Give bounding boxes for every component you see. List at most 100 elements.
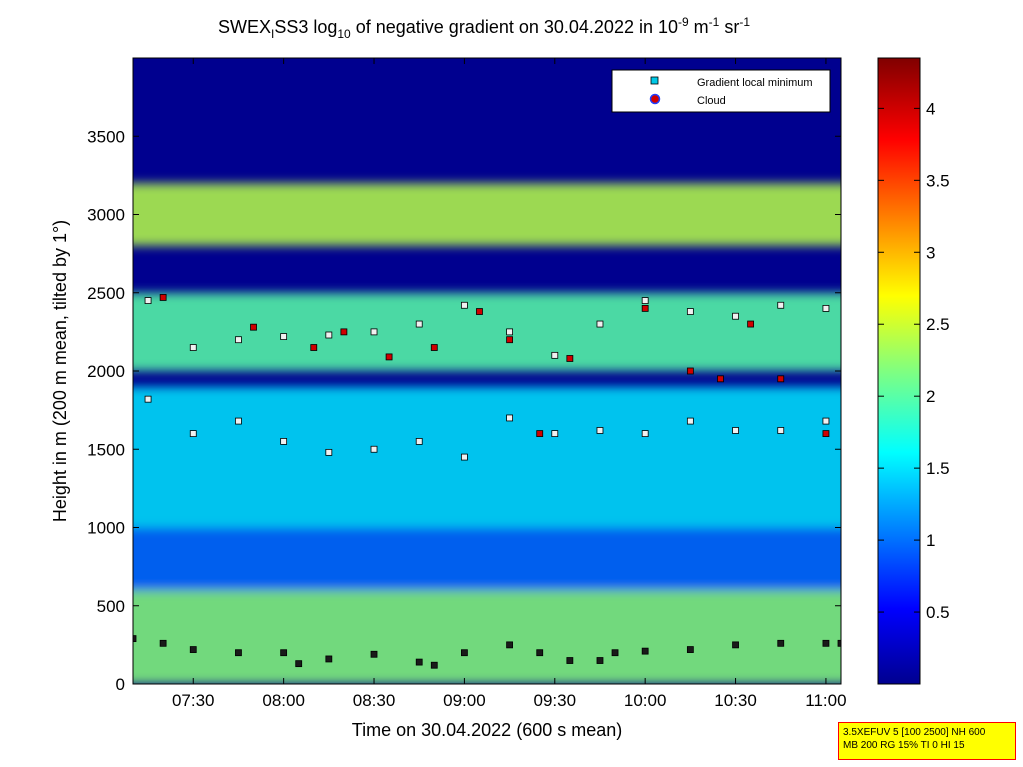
y-tick-label: 2500 — [87, 284, 125, 303]
colorbar-tick-label: 1.5 — [926, 459, 950, 478]
gradient-minimum-marker — [144, 297, 152, 304]
cloud-marker — [686, 367, 694, 375]
heatmap-layer — [133, 183, 841, 246]
heatmap-layer — [133, 527, 841, 591]
title-main-sub: 10 — [337, 27, 351, 41]
title-main: SS3 log — [274, 17, 337, 37]
cloud-marker — [340, 328, 348, 336]
cloud-marker — [430, 344, 438, 351]
y-tick-label: 0 — [116, 675, 125, 694]
gradient-minimum-marker — [159, 639, 167, 647]
x-tick-label: 09:00 — [443, 691, 486, 710]
gradient-minimum-marker — [415, 658, 423, 666]
colorbar-gradient — [877, 57, 921, 685]
title-exp2: -1 — [709, 15, 720, 29]
gradient-minimum-marker — [325, 331, 333, 339]
cloud-marker — [822, 430, 830, 438]
gradient-minimum-marker — [461, 649, 468, 657]
x-tick-label: 09:30 — [534, 691, 577, 710]
gradient-minimum-marker — [133, 635, 137, 643]
heatmap-layer — [133, 292, 841, 371]
gradient-minimum-marker — [822, 639, 830, 647]
gradient-minimum-marker — [611, 649, 619, 657]
gradient-minimum-marker — [822, 417, 830, 425]
gradient-minimum-marker — [596, 427, 604, 434]
title-prefix-sub: I — [271, 27, 274, 41]
gradient-minimum-marker — [506, 414, 513, 422]
gradient-minimum-marker — [144, 395, 152, 403]
title-exp3: -1 — [739, 15, 750, 29]
settings-box: 3.5XEFUV 5 [100 2500] NH 600 MB 200 RG 1… — [838, 722, 1016, 760]
gradient-minimum-marker — [732, 312, 739, 320]
colorbar-tick-label: 2.5 — [926, 315, 950, 334]
title-exp1: -9 — [678, 15, 689, 29]
gradient-minimum-marker — [536, 649, 544, 657]
colorbar-tick-label: 1 — [926, 531, 935, 550]
gradient-minimum-marker — [235, 336, 242, 344]
cloud-marker — [717, 375, 724, 383]
svg-text:SWEXISS3 log10 of negative gra: SWEXISS3 log10 of negative gradient on 3… — [218, 15, 750, 41]
y-tick-label: 3500 — [87, 127, 125, 146]
x-axis-label: Time on 30.04.2022 (600 s mean) — [352, 720, 623, 740]
settings-line-2: MB 200 RG 15% TI 0 HI 15 — [843, 740, 965, 751]
gradient-minimum-marker — [415, 320, 423, 328]
legend-square-marker — [650, 76, 659, 85]
gradient-minimum-marker — [370, 650, 378, 658]
x-tick-label: 10:00 — [624, 691, 667, 710]
colorbar-tick-label: 3 — [926, 243, 935, 262]
y-axis: 0 500 1000 1500 2000 2500 3000 3500 — [87, 127, 841, 694]
gradient-minimum-marker — [596, 320, 604, 328]
heatmap-layer — [133, 386, 841, 528]
cloud-marker — [506, 336, 513, 344]
colorbar-tick-label: 2 — [926, 387, 935, 406]
chart-title: SWEXISS3 log10 of negative gradient on 3… — [218, 15, 750, 41]
gradient-minimum-marker — [461, 453, 468, 461]
gradient-minimum-marker — [732, 427, 739, 434]
gradient-minimum-marker — [189, 646, 197, 653]
gradient-minimum-marker — [777, 639, 785, 647]
title-unit1: m — [689, 17, 709, 37]
y-axis-label: Height in m (200 m mean, tilted by 1°) — [50, 220, 70, 522]
legend-entry-gradient: Gradient local minimum — [697, 77, 813, 89]
gradient-minimum-marker — [551, 351, 559, 359]
cloud-marker — [476, 308, 483, 315]
y-tick-label: 1000 — [87, 519, 125, 538]
colorbar-tick-label: 0.5 — [926, 603, 950, 622]
colorbar-tick-label: 3.5 — [926, 171, 950, 190]
cloud-marker — [566, 355, 574, 362]
legend: Gradient local minimum Cloud — [611, 69, 831, 113]
colorbar-ticks: 0.5 1 1.5 2 2.5 3 3.5 4 — [878, 99, 950, 622]
cloud-marker — [777, 375, 785, 383]
title-unit2: sr — [719, 17, 739, 37]
gradient-minimum-marker — [506, 328, 513, 336]
gradient-minimum-marker — [822, 304, 830, 312]
cloud-marker — [250, 323, 257, 331]
title-mid: of negative gradient on 30.04.2022 in 10 — [351, 17, 678, 37]
gradient-minimum-marker — [686, 646, 694, 653]
gradient-minimum-marker — [777, 427, 785, 434]
y-tick-label: 3000 — [87, 206, 125, 225]
gradient-minimum-marker — [370, 328, 378, 336]
y-tick-label: 2000 — [87, 362, 125, 381]
heatmap-layer — [133, 590, 841, 684]
x-axis: 07:30 08:00 08:30 09:00 09:30 10:00 10:30 11:00 — [172, 58, 847, 710]
gradient-minimum-marker — [280, 649, 288, 657]
gradient-minimum-marker — [732, 641, 739, 649]
y-tick-label: 1500 — [87, 440, 125, 459]
x-tick-label: 07:30 — [172, 691, 215, 710]
gradient-minimum-marker — [280, 333, 288, 340]
x-tick-label: 10:30 — [714, 691, 757, 710]
y-tick-label: 500 — [97, 597, 125, 616]
heatmap-plot-area — [133, 58, 841, 684]
colorbar: 0.5 1 1.5 2 2.5 3 3.5 4 — [877, 57, 950, 685]
heatmap-layers — [133, 183, 841, 684]
gradient-minimum-marker — [370, 445, 378, 453]
gradient-minimum-marker — [189, 430, 197, 438]
gradient-minimum-marker — [325, 655, 333, 663]
gradient-minimum-marker — [837, 639, 841, 647]
gradient-minimum-marker — [686, 308, 694, 315]
gradient-minimum-marker — [280, 438, 288, 445]
gradient-minimum-marker — [686, 417, 694, 425]
x-tick-label: 11:00 — [805, 691, 846, 710]
